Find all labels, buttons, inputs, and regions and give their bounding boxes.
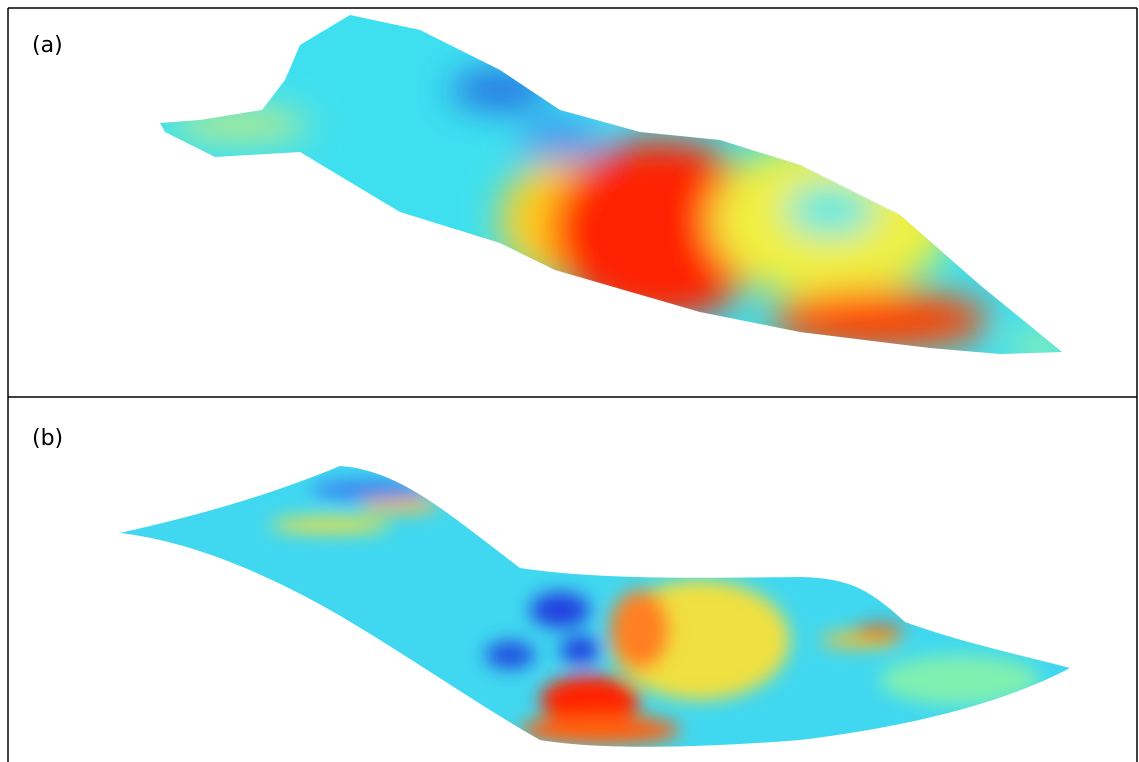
- blob: [170, 113, 310, 137]
- blob: [270, 517, 390, 533]
- blob: [610, 590, 670, 670]
- blob: [540, 675, 640, 725]
- blob: [530, 592, 590, 628]
- panel-label: (b): [32, 426, 63, 451]
- blob: [360, 497, 440, 513]
- blob: [855, 625, 905, 635]
- blob: [520, 715, 680, 745]
- blob: [880, 655, 1040, 705]
- blob: [1010, 330, 1062, 354]
- panel-label: (a): [32, 33, 63, 58]
- surface-b: [120, 466, 1070, 747]
- blob: [450, 72, 550, 108]
- surface-a: [160, 15, 1062, 354]
- blob: [820, 632, 900, 648]
- blob: [485, 641, 535, 669]
- blob: [310, 480, 430, 500]
- blob: [770, 290, 990, 350]
- blob: [785, 185, 875, 235]
- blob: [520, 120, 600, 160]
- blob: [560, 636, 600, 664]
- blob: [550, 140, 770, 320]
